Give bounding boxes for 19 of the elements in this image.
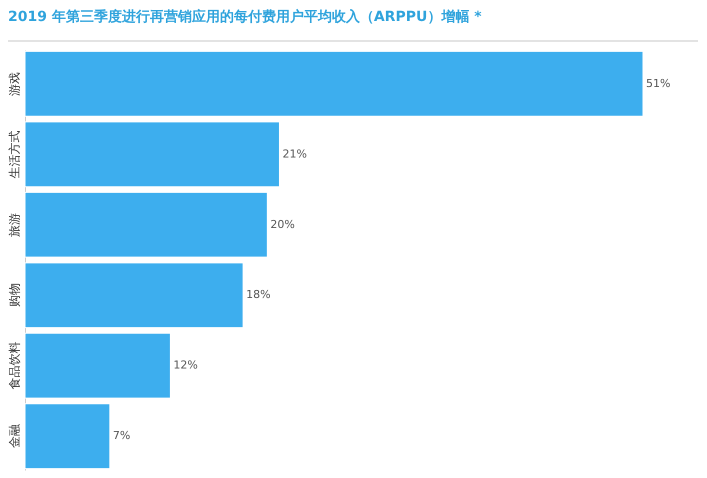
data-label: 51% (646, 76, 670, 90)
data-label: 21% (282, 147, 307, 160)
data-label: 7% (112, 429, 130, 442)
data-label: 20% (270, 218, 295, 231)
bar (24, 403, 110, 470)
y-tick-label: 食品饮料 (8, 342, 22, 390)
bar (24, 332, 171, 399)
y-tick-label: 购物 (8, 283, 22, 308)
y-tick-label: 金融 (8, 424, 22, 448)
bar (24, 121, 280, 188)
chart-title: 2019 年第三季度进行再营销应用的每付费用户平均收入（ARPPU）增幅 * (8, 8, 482, 26)
data-label: 12% (173, 358, 198, 372)
y-tick-label: 生活方式 (8, 130, 22, 178)
bar (24, 192, 268, 258)
bar (24, 50, 644, 117)
data-label: 18% (246, 288, 271, 302)
y-tick-label: 旅游 (8, 212, 22, 237)
y-tick-label: 游戏 (8, 72, 22, 96)
bar (24, 262, 244, 328)
